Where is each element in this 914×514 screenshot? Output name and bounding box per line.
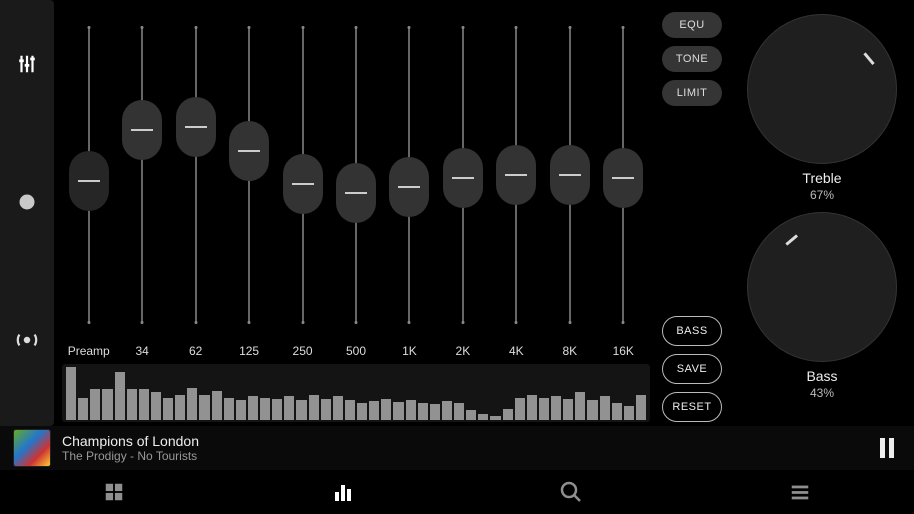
knob-value: 43% bbox=[810, 386, 834, 400]
eq-band-250[interactable]: 250 bbox=[276, 10, 329, 362]
band-label: 8K bbox=[562, 340, 577, 362]
band-label: Preamp bbox=[68, 340, 110, 362]
nav-library[interactable] bbox=[0, 470, 229, 514]
band-label: 16K bbox=[613, 340, 634, 362]
spectrum-analyzer bbox=[62, 364, 650, 422]
eq-button-column: EQU TONE LIMIT BASS SAVE RESET bbox=[656, 10, 728, 422]
eq-band-16K[interactable]: 16K bbox=[597, 10, 650, 362]
knob-value: 67% bbox=[810, 188, 834, 202]
band-label: 1K bbox=[402, 340, 417, 362]
eq-band-2K[interactable]: 2K bbox=[436, 10, 489, 362]
tone-knobs: Treble 67% Bass 43% bbox=[734, 10, 910, 422]
nav-menu[interactable] bbox=[686, 470, 914, 514]
sidebar-sliders-icon[interactable] bbox=[13, 50, 41, 78]
pause-button[interactable] bbox=[880, 438, 900, 458]
knob-label: Bass bbox=[806, 368, 837, 384]
eq-band-1K[interactable]: 1K bbox=[383, 10, 436, 362]
now-playing-bar[interactable]: Champions of London The Prodigy - No Tou… bbox=[0, 426, 914, 470]
eq-panel: Preamp 34 62 125 250 500 1K 2K 4K 8K 16K EQU TONE LI… bbox=[54, 0, 914, 426]
eq-band-34[interactable]: 34 bbox=[115, 10, 168, 362]
sidebar-knob-icon[interactable] bbox=[13, 188, 41, 216]
sidebar bbox=[0, 0, 54, 426]
album-art[interactable] bbox=[14, 430, 50, 466]
bottom-nav bbox=[0, 470, 914, 514]
reset-button[interactable]: RESET bbox=[662, 392, 722, 422]
limit-button[interactable]: LIMIT bbox=[662, 80, 722, 106]
eq-band-500[interactable]: 500 bbox=[329, 10, 382, 362]
band-label: 4K bbox=[509, 340, 524, 362]
treble-knob[interactable]: Treble 67% bbox=[747, 14, 897, 202]
sidebar-surround-icon[interactable] bbox=[13, 326, 41, 354]
eq-band-62[interactable]: 62 bbox=[169, 10, 222, 362]
eq-sliders: Preamp 34 62 125 250 500 1K 2K 4K 8K 16K bbox=[62, 10, 650, 362]
band-label: 62 bbox=[189, 340, 202, 362]
tone-button[interactable]: TONE bbox=[662, 46, 722, 72]
knob-label: Treble bbox=[802, 170, 841, 186]
bass-knob[interactable]: Bass 43% bbox=[747, 212, 897, 400]
band-label: 500 bbox=[346, 340, 366, 362]
nav-equalizer[interactable] bbox=[229, 470, 458, 514]
bass-button[interactable]: BASS bbox=[662, 316, 722, 346]
now-playing-text: Champions of London The Prodigy - No Tou… bbox=[62, 433, 868, 463]
band-label: 34 bbox=[136, 340, 149, 362]
eq-band-8K[interactable]: 8K bbox=[543, 10, 596, 362]
band-label: 2K bbox=[456, 340, 471, 362]
eq-band-125[interactable]: 125 bbox=[222, 10, 275, 362]
band-label: 125 bbox=[239, 340, 259, 362]
save-button[interactable]: SAVE bbox=[662, 354, 722, 384]
equ-button[interactable]: EQU bbox=[662, 12, 722, 38]
track-title: Champions of London bbox=[62, 433, 868, 449]
preamp-slider[interactable]: Preamp bbox=[62, 10, 115, 362]
track-subtitle: The Prodigy - No Tourists bbox=[62, 449, 868, 463]
eq-band-4K[interactable]: 4K bbox=[490, 10, 543, 362]
nav-search[interactable] bbox=[457, 470, 686, 514]
band-label: 250 bbox=[293, 340, 313, 362]
